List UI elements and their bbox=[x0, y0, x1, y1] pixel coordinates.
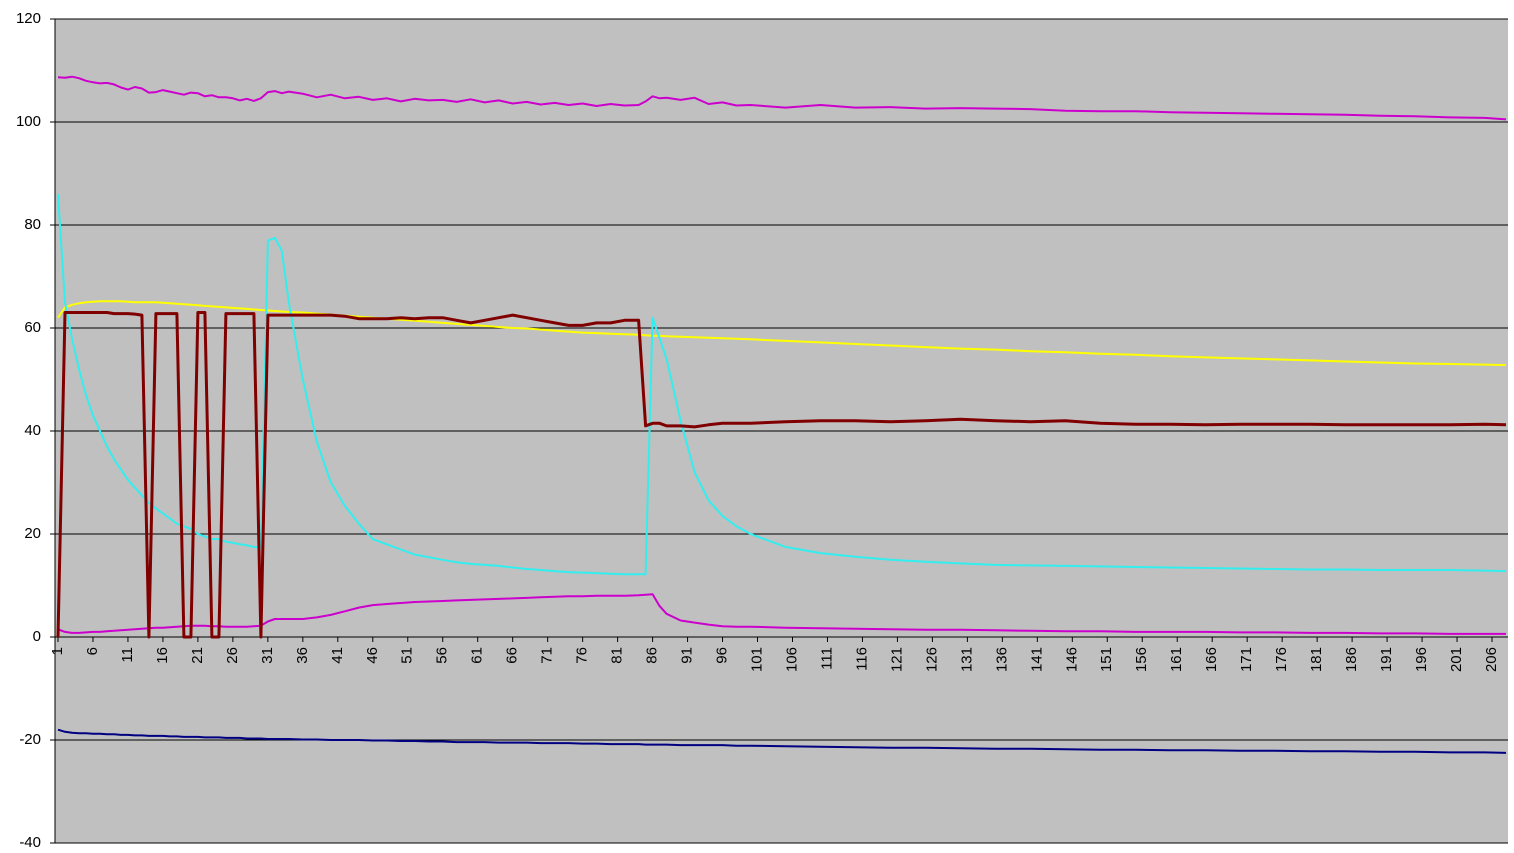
y-tick-label: 100 bbox=[16, 113, 41, 130]
x-tick-label: 196 bbox=[1413, 647, 1430, 672]
y-tick-label: 40 bbox=[24, 422, 41, 439]
x-tick-label: 41 bbox=[329, 647, 346, 664]
series-line bbox=[57, 75, 1507, 121]
x-tick-label: 56 bbox=[434, 647, 451, 664]
y-tick-label: 20 bbox=[24, 525, 41, 542]
series-line bbox=[57, 593, 1506, 635]
x-tick-label: 181 bbox=[1308, 647, 1325, 672]
x-tick-label: 21 bbox=[189, 647, 206, 664]
x-tick-label: 46 bbox=[364, 647, 381, 664]
x-tick-label: 161 bbox=[1168, 647, 1185, 672]
x-tick-label: 81 bbox=[609, 647, 626, 664]
x-tick-label: 116 bbox=[853, 647, 870, 671]
x-tick-label: 176 bbox=[1273, 647, 1290, 672]
x-tick-label: 1 bbox=[49, 647, 66, 655]
x-tick-label: 136 bbox=[993, 647, 1010, 672]
x-tick-label: 111 bbox=[818, 647, 835, 670]
x-tick-label: 151 bbox=[1098, 647, 1115, 672]
x-tick-label: 76 bbox=[574, 647, 591, 664]
x-tick-label: 126 bbox=[923, 647, 940, 672]
x-tick-label: 36 bbox=[294, 647, 311, 664]
y-tick-label: -40 bbox=[19, 834, 41, 851]
x-tick-label: 101 bbox=[748, 647, 765, 672]
x-tick-label: 11 bbox=[119, 647, 136, 663]
y-tick-label: 120 bbox=[16, 10, 41, 27]
x-tick-label: 16 bbox=[154, 647, 171, 664]
x-tick-label: 106 bbox=[783, 647, 800, 672]
x-tick-label: 121 bbox=[888, 647, 905, 672]
x-tick-label: 146 bbox=[1063, 647, 1080, 672]
x-tick-label: 91 bbox=[679, 647, 696, 664]
x-tick-label: 96 bbox=[714, 647, 731, 664]
x-tick-label: 141 bbox=[1028, 647, 1045, 672]
x-tick-label: 6 bbox=[84, 647, 101, 655]
x-tick-label: 156 bbox=[1133, 647, 1150, 672]
x-tick-label: 61 bbox=[469, 647, 486, 664]
x-tick-label: 201 bbox=[1448, 647, 1465, 672]
series-line bbox=[57, 728, 1507, 754]
series-line bbox=[57, 194, 1507, 576]
y-tick-label: 0 bbox=[33, 628, 41, 645]
y-tick-label: 60 bbox=[24, 319, 41, 336]
x-tick-label: 166 bbox=[1203, 647, 1220, 672]
y-tick-label: 80 bbox=[24, 216, 41, 233]
x-tick-label: 71 bbox=[539, 647, 556, 664]
x-tick-label: 66 bbox=[504, 647, 521, 664]
x-tick-label: 131 bbox=[958, 647, 975, 672]
x-tick-label: 206 bbox=[1483, 647, 1500, 672]
series-line bbox=[57, 300, 1507, 367]
x-tick-label: 186 bbox=[1343, 647, 1360, 672]
x-tick-label: 31 bbox=[259, 647, 276, 664]
x-tick-label: 171 bbox=[1238, 647, 1255, 672]
x-tick-label: 26 bbox=[224, 647, 241, 664]
series-line bbox=[56, 311, 1507, 639]
y-tick-label: -20 bbox=[19, 731, 41, 748]
x-tick-label: 86 bbox=[644, 647, 661, 664]
x-tick-label: 51 bbox=[399, 647, 416, 664]
x-tick-label: 191 bbox=[1378, 647, 1395, 672]
